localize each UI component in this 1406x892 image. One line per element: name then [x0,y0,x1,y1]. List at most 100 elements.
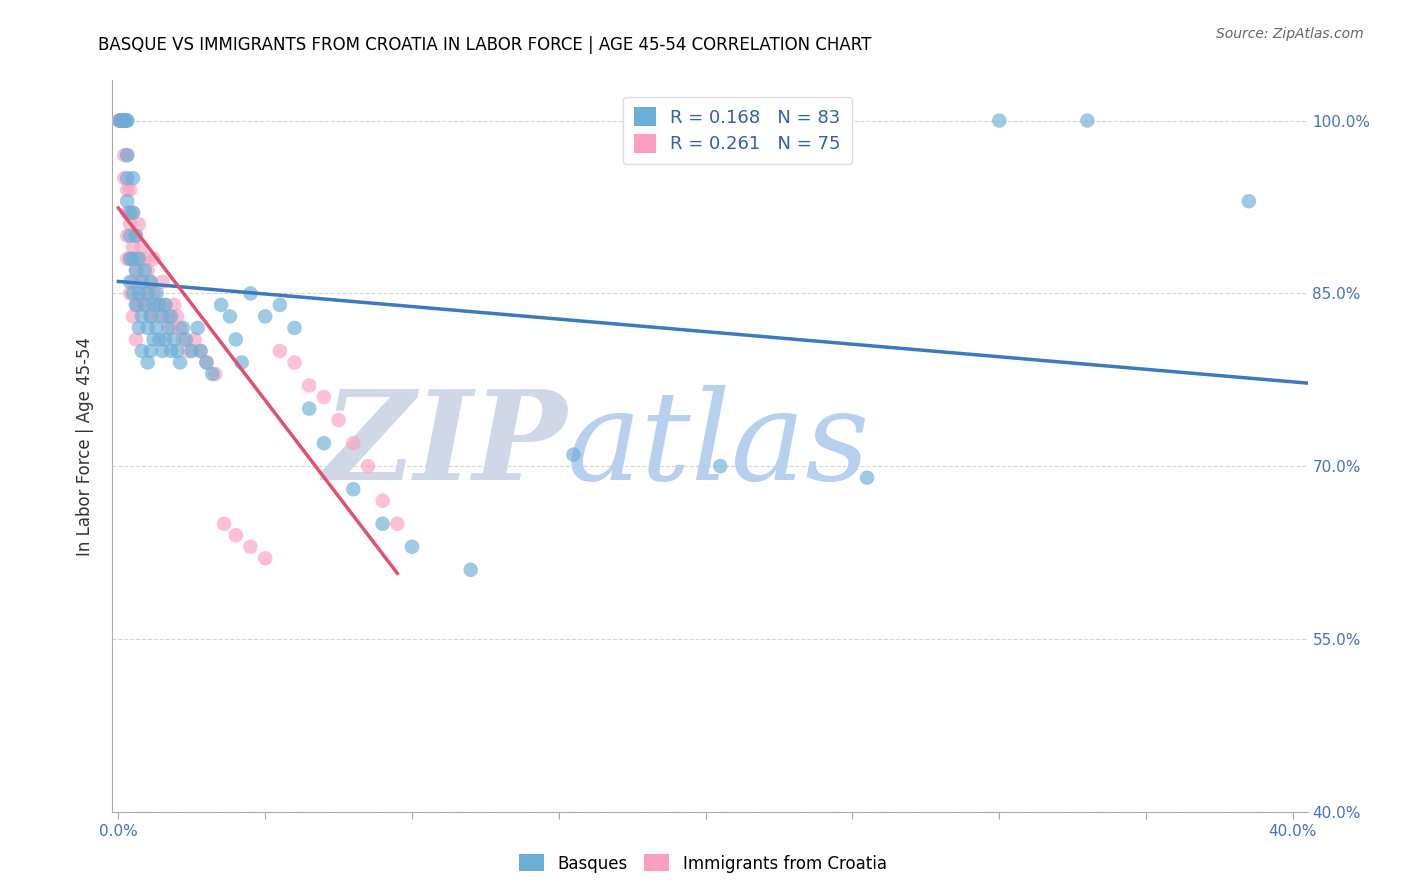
Immigrants from Croatia [134,286,156,301]
Immigrants from Croatia [134,252,156,266]
Immigrants from Croatia [110,113,132,128]
Basques [108,113,131,128]
Basques [136,286,159,301]
Basques [342,482,364,496]
Basques [110,113,132,128]
Basques [239,286,262,301]
Immigrants from Croatia [169,321,191,335]
Immigrants from Croatia [120,183,142,197]
Basques [111,113,134,128]
Basques [169,355,191,369]
Immigrants from Croatia [112,113,135,128]
Immigrants from Croatia [115,252,138,266]
Basques [1076,113,1098,128]
Basques [125,263,148,277]
Basques [112,113,135,128]
Immigrants from Croatia [112,171,135,186]
Basques [298,401,321,416]
Immigrants from Croatia [108,113,131,128]
Basques [122,206,145,220]
Basques [254,310,277,324]
Basques [128,252,150,266]
Immigrants from Croatia [110,113,132,128]
Basques [709,459,731,474]
Basques [142,333,165,347]
Basques [120,206,142,220]
Immigrants from Croatia [122,240,145,254]
Basques [110,113,132,128]
Immigrants from Croatia [120,217,142,231]
Basques [152,343,174,358]
Immigrants from Croatia [152,275,174,289]
Basques [157,321,180,335]
Immigrants from Croatia [128,217,150,231]
Immigrants from Croatia [110,113,132,128]
Immigrants from Croatia [110,113,132,128]
Immigrants from Croatia [112,113,135,128]
Immigrants from Croatia [125,263,148,277]
Basques [112,113,135,128]
Immigrants from Croatia [166,310,188,324]
Immigrants from Croatia [120,286,142,301]
Basques [120,275,142,289]
Immigrants from Croatia [131,240,153,254]
Basques [160,310,183,324]
Immigrants from Croatia [190,343,212,358]
Immigrants from Croatia [111,113,134,128]
Basques [988,113,1011,128]
Basques [125,228,148,243]
Immigrants from Croatia [122,310,145,324]
Basques [139,343,162,358]
Immigrants from Croatia [125,298,148,312]
Basques [145,321,167,335]
Immigrants from Croatia [160,321,183,335]
Basques [120,228,142,243]
Immigrants from Croatia [204,367,226,381]
Basques [125,298,148,312]
Immigrants from Croatia [108,113,131,128]
Basques [166,343,188,358]
Basques [139,275,162,289]
Y-axis label: In Labor Force | Age 45-54: In Labor Force | Age 45-54 [76,336,94,556]
Basques [562,448,585,462]
Basques [174,333,197,347]
Basques [155,333,177,347]
Basques [219,310,242,324]
Basques [111,113,134,128]
Basques [131,343,153,358]
Immigrants from Croatia [112,148,135,162]
Immigrants from Croatia [254,551,277,566]
Basques [209,298,232,312]
Basques [371,516,394,531]
Basques [139,310,162,324]
Basques [283,321,305,335]
Immigrants from Croatia [225,528,247,542]
Basques [115,148,138,162]
Text: BASQUE VS IMMIGRANTS FROM CROATIA IN LABOR FORCE | AGE 45-54 CORRELATION CHART: BASQUE VS IMMIGRANTS FROM CROATIA IN LAB… [98,36,872,54]
Immigrants from Croatia [177,343,200,358]
Basques [856,471,879,485]
Basques [134,298,156,312]
Basques [225,333,247,347]
Basques [401,540,423,554]
Text: ZIP: ZIP [323,385,567,507]
Immigrants from Croatia [108,113,131,128]
Basques [131,275,153,289]
Basques [201,367,224,381]
Basques [148,298,170,312]
Basques [122,286,145,301]
Immigrants from Croatia [112,113,135,128]
Basques [148,333,170,347]
Immigrants from Croatia [115,206,138,220]
Basques [136,355,159,369]
Immigrants from Croatia [108,113,131,128]
Basques [172,321,194,335]
Basques [195,355,218,369]
Immigrants from Croatia [125,333,148,347]
Basques [134,263,156,277]
Basques [122,252,145,266]
Immigrants from Croatia [136,298,159,312]
Immigrants from Croatia [139,275,162,289]
Basques [128,286,150,301]
Basques [115,194,138,209]
